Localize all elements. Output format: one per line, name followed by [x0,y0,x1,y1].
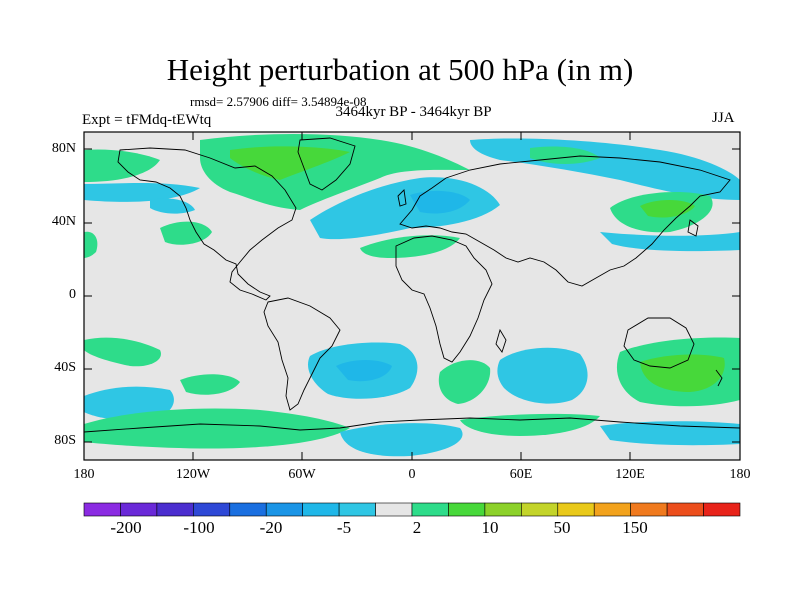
lat-tick-label: 80N [51,141,76,156]
africa-coast [395,235,493,363]
contour-pos [160,221,212,245]
contour-neg [340,423,463,457]
colorbar-label: -100 [183,518,215,537]
stats-text: rmsd= 2.57906 diff= 3.54894e-08 [190,94,367,109]
new-zealand-coast [715,369,723,387]
south-america-coast [263,297,341,411]
contour-neg-mid [410,190,470,214]
colorbar-swatch [338,502,376,517]
lon-tick-label: 60W [288,467,316,482]
colorbar-swatch [265,502,303,517]
lat-tick-label: 80S [54,433,76,448]
contour-field [84,132,740,460]
contour-pos [84,408,350,449]
uk-coast [397,189,407,207]
colorbar-label: 2 [412,518,422,537]
contour-pos [438,360,491,404]
axis-ticks [84,132,740,460]
contour-neg-mid [336,360,392,382]
colorbar-swatch [521,502,559,517]
colorbar-label: -5 [336,518,352,537]
season-label: JJA [712,110,735,126]
contour-pos [84,231,98,258]
period-text: 3464kyr BP - 3464kyr BP [335,104,492,120]
japan-coast [687,219,699,237]
colorbar-swatch [120,502,158,517]
contour-pos-mid [640,354,725,392]
colorbar-swatch [302,502,340,517]
colorbar-swatch [193,502,231,517]
lon-tick-label: 180 [73,467,95,482]
eurasia-coast [399,155,731,287]
colorbar [83,502,741,517]
contour-neg [497,347,588,404]
colorbar-swatch [83,502,121,517]
colorbar-swatch [666,502,704,517]
colorbar-swatch [229,502,267,517]
colorbar-swatch [156,502,194,517]
colorbar-label: -200 [110,518,142,537]
lon-tick-label: 120W [175,467,211,482]
coastlines [84,137,740,433]
australia-coast [623,317,695,369]
contour-neg [150,198,195,214]
colorbar-swatch [484,502,522,517]
colorbar-label: 10 [481,518,499,537]
antarctica-coast [84,417,740,433]
colorbar-swatch [448,502,486,517]
lat-tick-label: 40N [51,214,76,229]
colorbar-swatch [557,502,595,517]
madagascar-coast [495,328,507,353]
colorbar-label: 50 [553,518,571,537]
lat-tick-label: 0 [69,287,76,302]
colorbar-swatch [375,502,413,517]
colorbar-swatch [593,502,631,517]
lon-tick-label: 120E [615,467,645,482]
contour-neg [84,183,200,202]
experiment-label: Expt = tFMdq-tEWtq [82,112,212,128]
colorbar-swatch [703,502,741,517]
colorbar-swatch [630,502,668,517]
contour-pos [84,337,161,367]
lon-tick-label: 180 [729,467,751,482]
contour-neg [600,232,740,252]
north-america-coast [117,147,297,301]
greenland-coast [297,137,356,191]
colorbar-label: 150 [622,518,648,537]
contour-pos [180,374,240,395]
lon-tick-label: 60E [509,467,533,482]
map-title: Height perturbation at 500 hPa (in m) [166,52,634,87]
lat-tick-label: 40S [54,360,76,375]
colorbar-label: -20 [259,518,283,537]
contour-pos-mid [230,146,350,180]
lon-tick-label: 0 [408,467,416,482]
contour-pos [360,235,460,258]
colorbar-swatch [411,502,449,517]
